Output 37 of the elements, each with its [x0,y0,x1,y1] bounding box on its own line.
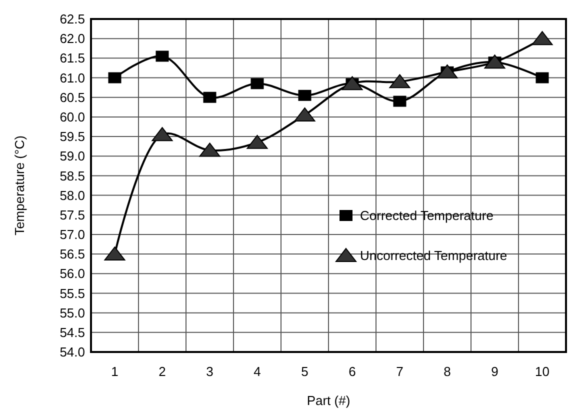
y-tick-label: 59.5 [60,129,85,144]
x-tick-label: 2 [158,364,166,379]
y-tick-label: 54.0 [60,344,85,360]
point [108,72,122,84]
x-axis-title: Part (#) [306,393,350,408]
y-tick-label: 61.5 [60,50,85,66]
y-axis-title: Temperature (°C) [12,136,27,236]
point [250,78,264,90]
point [298,90,312,101]
y-tick-label: 55.0 [60,305,85,320]
y-tick-label: 54.5 [60,324,85,340]
x-tick-label: 6 [348,364,356,379]
x-tick-label: 5 [301,364,308,379]
point [203,92,216,103]
y-tick-label: 55.5 [60,286,85,301]
y-tick-label: 62.0 [60,31,85,46]
y-tick-label: 58.5 [60,168,85,184]
x-tick-label: 1 [111,364,118,379]
point [536,72,549,84]
x-tick-label: 3 [206,364,214,379]
x-tick-label: 7 [396,364,404,379]
point [393,96,406,107]
y-tick-label: 60.5 [60,90,85,105]
y-tick-label: 60.0 [60,109,85,124]
y-tick-label: 56.0 [60,266,85,282]
y-tick-label: 61.0 [60,70,85,86]
x-tick-label: 8 [444,364,451,379]
y-tick-label: 57.0 [60,227,85,242]
point [156,50,169,62]
x-tick-label: 9 [491,364,498,379]
y-tick-label: 57.5 [60,207,85,222]
x-tick-label: 4 [254,364,261,379]
y-tick-label: 56.5 [60,246,85,262]
x-tick-label: 10 [535,364,550,379]
y-tick-label: 59.0 [60,148,85,164]
y-tick-label: 62.5 [60,12,85,27]
y-tick-label: 58.0 [60,188,85,203]
